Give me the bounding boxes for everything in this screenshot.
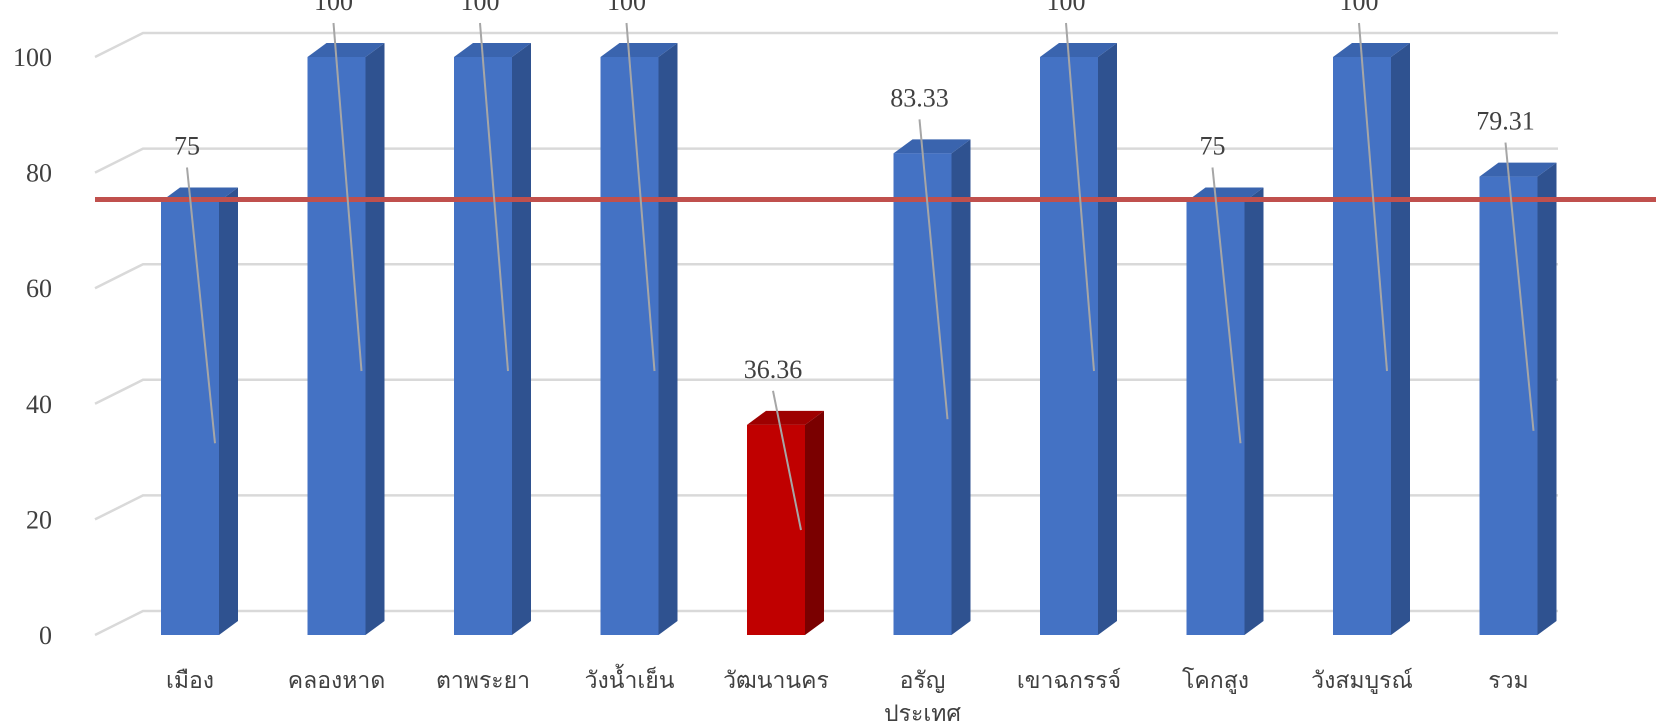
x-tick-label-line: โคกสูง <box>1182 667 1249 694</box>
bar-side <box>512 43 531 635</box>
x-tick-label: อรัญประเทศ <box>884 668 961 727</box>
x-tick-label: โคกสูง <box>1182 667 1249 694</box>
leader-line <box>1065 22 1095 372</box>
leader-line <box>186 167 216 444</box>
bar-top <box>893 139 971 154</box>
bar <box>161 201 219 635</box>
x-tick-label: รวม <box>1488 668 1528 694</box>
x-tick-label: เขาฉกรรจ์ <box>1017 667 1121 694</box>
x-tick-label: วังน้ำเย็น <box>585 664 675 694</box>
bar-side <box>1244 187 1264 635</box>
bar-side <box>1391 43 1410 635</box>
y-tick-label: 40 <box>26 390 52 419</box>
y-tick-label: 0 <box>39 621 52 650</box>
bar-top <box>1479 162 1557 177</box>
bar-side <box>1537 162 1557 635</box>
x-tick-label: เมือง <box>166 668 214 694</box>
data-label: 75 <box>1200 132 1226 161</box>
bar-top <box>600 43 678 57</box>
bar-top <box>1040 43 1117 57</box>
data-label: 100 <box>1047 0 1086 16</box>
bar <box>893 153 952 635</box>
data-label: 100 <box>1340 0 1379 16</box>
leader-line <box>1211 167 1242 444</box>
leader-line <box>918 119 949 420</box>
x-tick-label: ตาพระยา <box>436 668 530 694</box>
x-tick-label: วัฒนานคร <box>723 668 829 694</box>
bar-side <box>219 187 238 635</box>
bar <box>1040 57 1098 635</box>
bar-top <box>747 410 824 425</box>
x-tick-label-line: ตาพระยา <box>436 668 530 694</box>
x-tick-label: วังสมบูรณ์ <box>1311 667 1413 694</box>
data-label: 100 <box>314 0 353 16</box>
leader-line <box>625 22 656 372</box>
bar <box>1186 201 1245 635</box>
bar-top <box>1333 43 1410 57</box>
leader-line <box>772 390 802 531</box>
bar-side <box>951 139 971 635</box>
bar-side <box>658 43 678 635</box>
x-tick-label-line: วังน้ำเย็น <box>585 664 675 694</box>
x-tick-label-line: เมือง <box>166 668 214 694</box>
y-tick-label: 20 <box>26 505 52 534</box>
leader-line <box>1358 22 1388 372</box>
leader-line <box>332 22 363 372</box>
bar <box>454 57 512 635</box>
x-tick-label-line: เขาฉกรรจ์ <box>1017 667 1121 694</box>
bar <box>600 57 659 635</box>
data-label: 100 <box>461 0 500 16</box>
gridline <box>94 31 1558 59</box>
y-tick-label: 100 <box>13 43 52 72</box>
data-label: 83.33 <box>890 83 949 112</box>
x-tick-label-line: วังสมบูรณ์ <box>1311 667 1413 694</box>
data-label: 79.31 <box>1476 107 1535 136</box>
bar <box>1479 176 1538 635</box>
x-tick-label-line: คลองหาด <box>288 668 386 694</box>
x-tick-label-line: วัฒนานคร <box>723 668 829 694</box>
bar <box>307 57 366 635</box>
x-tick-label-line: ประเทศ <box>884 701 961 727</box>
data-label: 100 <box>607 0 646 16</box>
bar-side <box>365 43 385 635</box>
data-label: 36.36 <box>744 355 803 384</box>
data-label: 75 <box>174 132 200 161</box>
bar-side <box>805 410 824 635</box>
bar-top <box>307 43 385 57</box>
x-tick-label: คลองหาด <box>288 668 386 694</box>
y-tick-label: 80 <box>26 159 52 188</box>
bar-top <box>454 43 531 57</box>
leader-line <box>479 22 509 372</box>
bar <box>1333 57 1391 635</box>
leader-line <box>1504 142 1535 431</box>
bar <box>747 424 805 635</box>
x-tick-label-line: อรัญ <box>900 668 946 694</box>
y-tick-label: 60 <box>26 274 52 303</box>
x-tick-label-line: รวม <box>1488 668 1528 694</box>
bar-side <box>1098 43 1117 635</box>
